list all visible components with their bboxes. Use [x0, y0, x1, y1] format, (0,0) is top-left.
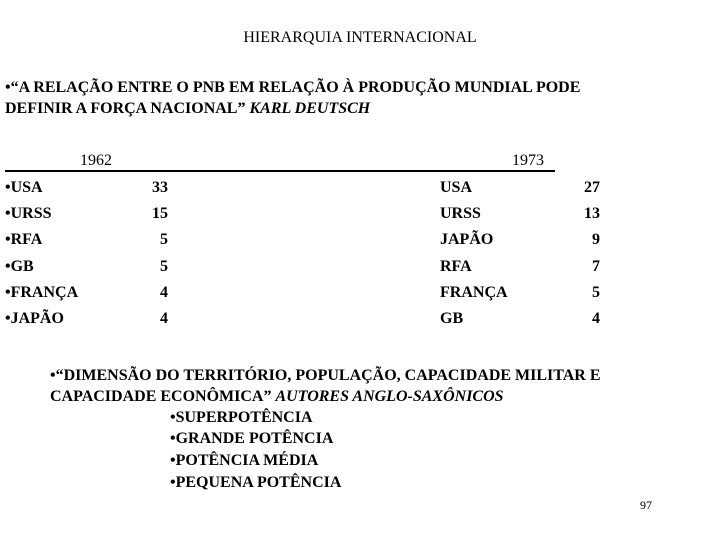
country-value: 27 [584, 179, 600, 196]
country-value: 4 [160, 283, 168, 301]
country-name: •GB [5, 257, 34, 275]
page-number: 97 [640, 498, 652, 512]
quote2-line2: CAPACIDADE ECONÔMICA” AUTORES ANGLO-SAXÔ… [50, 388, 504, 405]
year-1962: 1962 [80, 152, 112, 169]
country-name: URSS [440, 205, 481, 223]
country-name: •FRANÇA [5, 283, 79, 301]
country-name: JAPÃO [440, 231, 494, 249]
country-value: 13 [584, 205, 600, 223]
country-value: 4 [592, 310, 600, 327]
category-item: •GRANDE POTÊNCIA [170, 430, 334, 447]
country-name: •URSS [5, 205, 52, 223]
quote1-line1: •“A RELAÇÃO ENTRE O PNB EM RELAÇÃO À PRO… [5, 79, 581, 96]
category-item: •PEQUENA POTÊNCIA [170, 474, 342, 491]
country-name: •JAPÃO [5, 310, 64, 327]
country-name: •USA [5, 179, 43, 196]
country-value: 9 [592, 231, 600, 249]
category-item: •POTÊNCIA MÉDIA [170, 452, 319, 469]
quote2-line1: •“DIMENSÃO DO TERRITÓRIO, POPULAÇÃO, CAP… [50, 367, 601, 384]
quote2-author: AUTORES ANGLO-SAXÔNICOS [275, 388, 504, 405]
country-value: 15 [152, 205, 168, 223]
country-value: 33 [152, 179, 168, 196]
quote1-line2: DEFINIR A FORÇA NACIONAL” KARL DEUTSCH [5, 100, 371, 117]
year-1973: 1973 [512, 152, 544, 169]
country-name: GB [440, 310, 464, 327]
country-name: •RFA [5, 231, 43, 249]
country-name: USA [440, 179, 473, 196]
slide-title: HIERARQUIA INTERNACIONAL [243, 29, 477, 46]
country-name: RFA [440, 257, 472, 275]
country-value: 5 [160, 257, 168, 275]
country-value: 4 [160, 310, 168, 327]
quote1-author: KARL DEUTSCH [249, 100, 371, 117]
header-underline [5, 170, 555, 172]
country-name: FRANÇA [440, 283, 508, 301]
category-item: •SUPERPOTÊNCIA [170, 409, 313, 426]
country-value: 5 [160, 231, 168, 249]
country-value: 5 [592, 283, 600, 301]
country-value: 7 [592, 257, 600, 275]
